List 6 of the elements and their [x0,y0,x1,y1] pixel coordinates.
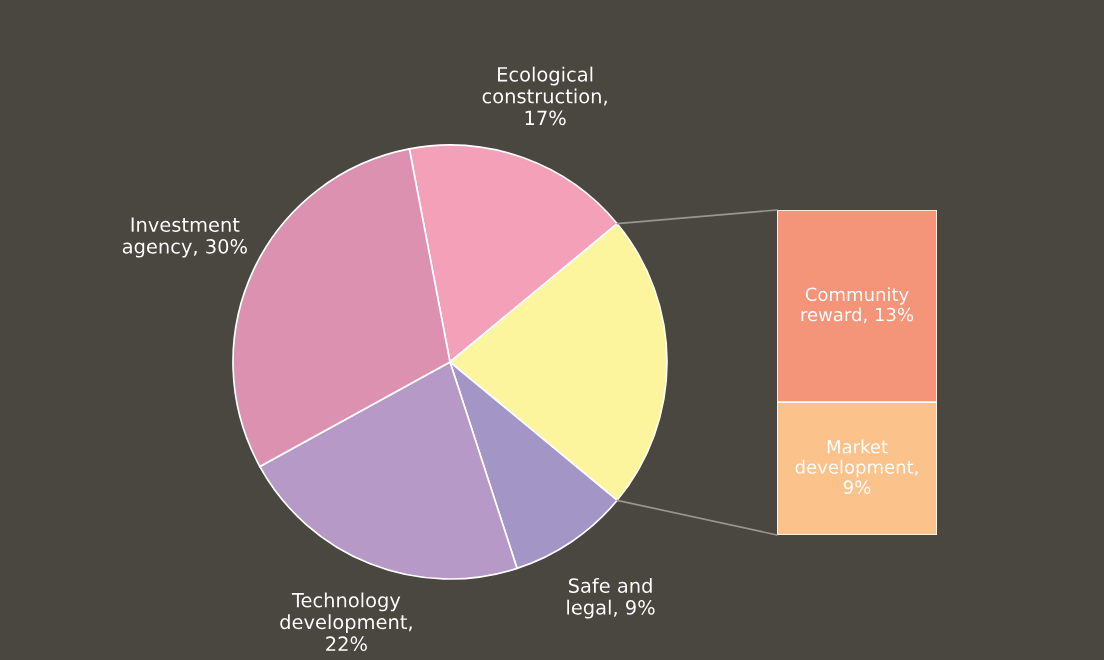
slice-label: Ecological construction, 17% [482,66,607,126]
data-label: Market development, 9% [795,439,918,494]
data-label: Community reward, 13% [801,287,914,324]
slice-label: Technology development, 22% [280,592,412,652]
slice-label: Safe and legal, 9% [567,577,655,619]
slice-label: Investment agency, 30% [122,217,247,258]
